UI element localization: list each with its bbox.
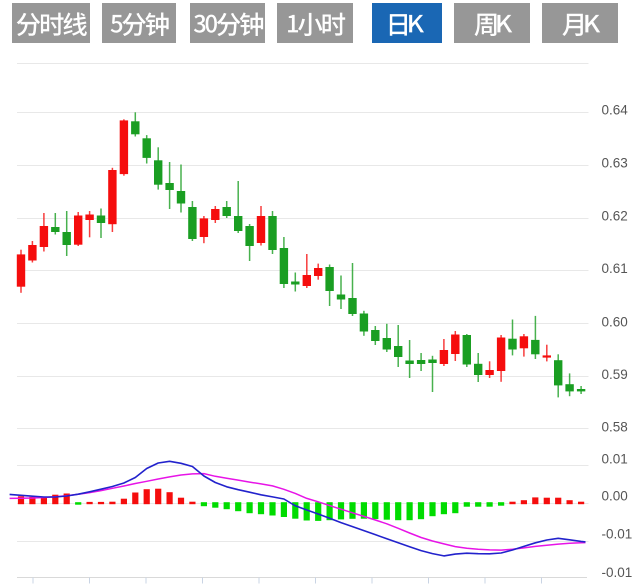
svg-text:0.63: 0.63: [602, 156, 628, 171]
svg-text:-0.01: -0.01: [602, 565, 633, 580]
svg-text:0.62: 0.62: [602, 208, 628, 223]
svg-text:0.61: 0.61: [602, 261, 628, 276]
svg-text:-0.01: -0.01: [602, 527, 633, 542]
svg-text:0.59: 0.59: [602, 367, 628, 382]
svg-text:0.60: 0.60: [602, 314, 628, 329]
svg-text:0.64: 0.64: [602, 102, 629, 117]
svg-text:0.01: 0.01: [602, 451, 628, 466]
svg-text:0.00: 0.00: [602, 488, 628, 503]
svg-text:0.58: 0.58: [602, 420, 628, 435]
